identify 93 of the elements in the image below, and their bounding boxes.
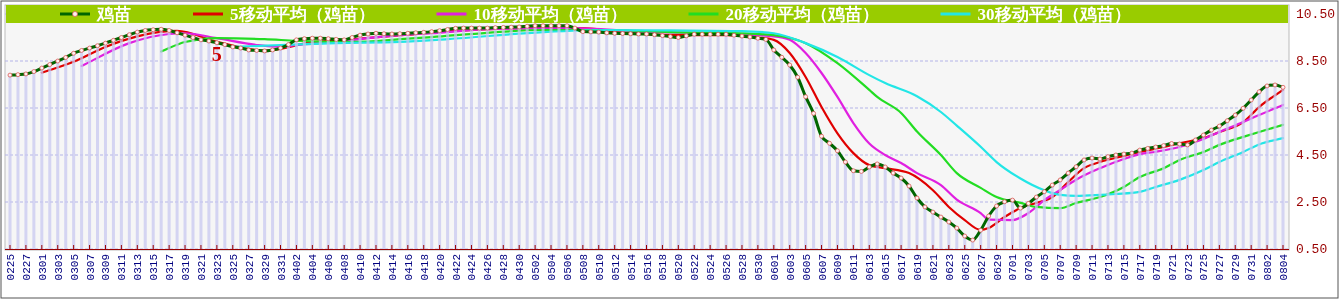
x-tick-label: 0514 — [625, 253, 638, 281]
x-tick-label: 0703 — [1023, 254, 1036, 281]
x-tick-label: 0327 — [243, 254, 256, 281]
x-tick-label: 0504 — [546, 253, 559, 281]
y-tick-label: 10.50 — [1296, 7, 1336, 22]
x-tick-label: 0309 — [100, 254, 113, 281]
x-tick-label: 0701 — [1007, 253, 1020, 281]
x-tick-label: 0627 — [975, 254, 988, 281]
x-tick-label: 0609 — [832, 254, 845, 281]
legend-label: 5移动平均（鸡苗） — [230, 5, 375, 24]
x-tick-label: 0512 — [609, 254, 622, 281]
x-tick-label: 0709 — [1071, 254, 1084, 281]
x-tick-label: 0418 — [418, 254, 431, 281]
x-tick-label: 0528 — [736, 254, 749, 281]
x-tick-label: 0303 — [52, 254, 65, 281]
legend-label: 20移动平均（鸡苗） — [725, 5, 879, 24]
y-tick-label: 8.50 — [1296, 54, 1328, 69]
x-tick-label: 0621 — [927, 253, 940, 281]
annotation: 5 — [211, 43, 222, 66]
x-tick-label: 0804 — [1278, 253, 1290, 281]
x-tick-label: 0502 — [530, 254, 543, 281]
x-tick-label: 0506 — [561, 254, 574, 281]
x-tick-label: 0615 — [880, 254, 893, 281]
legend-label: 30移动平均（鸡苗） — [977, 5, 1131, 24]
x-tick-label: 0802 — [1262, 254, 1275, 281]
x-tick-label: 0323 — [211, 254, 224, 281]
x-tick-label: 0313 — [132, 254, 145, 281]
legend-label: 鸡苗 — [96, 5, 131, 24]
x-tick-label: 0530 — [752, 254, 765, 281]
x-tick-label: 0713 — [1102, 254, 1115, 281]
x-tick-label: 0325 — [227, 254, 240, 281]
x-tick-label: 0707 — [1055, 254, 1068, 281]
x-tick-label: 0428 — [498, 254, 511, 281]
x-tick-label: 0727 — [1214, 254, 1227, 281]
x-tick-label: 0321 — [195, 253, 208, 281]
y-tick-label: 4.50 — [1296, 148, 1328, 163]
x-tick-label: 0705 — [1039, 254, 1052, 281]
x-tick-label: 0601 — [768, 253, 781, 281]
x-tick-label: 0617 — [896, 254, 909, 281]
x-tick-label: 0711 — [1087, 253, 1100, 281]
x-tick-label: 0307 — [84, 254, 97, 281]
x-tick-label: 0414 — [386, 253, 399, 281]
x-tick-label: 0603 — [784, 254, 797, 281]
x-tick-label: 0424 — [466, 253, 479, 281]
x-tick-label: 0723 — [1182, 254, 1195, 281]
x-tick-label: 0329 — [259, 254, 272, 281]
x-tick-label: 0623 — [943, 254, 956, 281]
x-tick-label: 0404 — [307, 253, 320, 281]
x-tick-label: 0715 — [1118, 254, 1131, 281]
y-tick-label: 0.50 — [1296, 242, 1328, 257]
x-tick-label: 0406 — [323, 254, 336, 281]
x-tick-label: 0412 — [370, 254, 383, 281]
x-tick-label: 0725 — [1198, 254, 1211, 281]
x-tick-label: 0315 — [148, 254, 161, 281]
x-tick-label: 0410 — [355, 254, 368, 281]
x-tick-label: 0510 — [593, 254, 606, 281]
x-tick-label: 0629 — [991, 254, 1004, 281]
legend-label: 10移动平均（鸡苗） — [473, 5, 627, 24]
x-tick-label: 0430 — [514, 254, 527, 281]
x-tick-label: 0416 — [402, 254, 415, 281]
x-tick-label: 0311 — [116, 253, 129, 281]
x-tick-label: 0518 — [657, 254, 670, 281]
x-tick-label: 0731 — [1246, 253, 1259, 281]
y-tick-label: 6.50 — [1296, 101, 1328, 116]
x-tick-label: 0524 — [705, 253, 718, 281]
x-tick-label: 0729 — [1230, 254, 1243, 281]
x-tick-label: 0611 — [848, 253, 861, 281]
x-tick-label: 0225 — [5, 254, 17, 281]
x-tick-label: 0607 — [816, 254, 829, 281]
x-tick-label: 0721 — [1166, 253, 1179, 281]
x-tick-label: 0520 — [673, 254, 686, 281]
x-tick-label: 0605 — [800, 254, 813, 281]
x-tick-label: 0719 — [1150, 254, 1163, 281]
x-tick-label: 0613 — [864, 254, 877, 281]
x-tick-label: 0522 — [689, 254, 702, 281]
x-tick-label: 0408 — [339, 254, 352, 281]
x-tick-label: 0426 — [482, 254, 495, 281]
x-tick-label: 0319 — [180, 254, 193, 281]
x-tick-label: 0619 — [912, 254, 925, 281]
x-tick-label: 0526 — [721, 254, 734, 281]
x-tick-label: 0305 — [68, 254, 81, 281]
x-tick-label: 0402 — [291, 254, 304, 281]
x-tick-label: 0508 — [577, 254, 590, 281]
x-tick-label: 0516 — [641, 254, 654, 281]
x-tick-label: 0317 — [164, 254, 177, 281]
x-tick-label: 0227 — [20, 254, 33, 281]
x-tick-label: 0422 — [450, 254, 463, 281]
x-tick-label: 0331 — [275, 253, 288, 281]
y-tick-label: 2.50 — [1296, 195, 1328, 210]
x-tick-label: 0420 — [434, 254, 447, 281]
x-tick-label: 0625 — [959, 254, 972, 281]
x-tick-label: 0717 — [1134, 254, 1147, 281]
x-tick-label: 0301 — [36, 253, 49, 281]
